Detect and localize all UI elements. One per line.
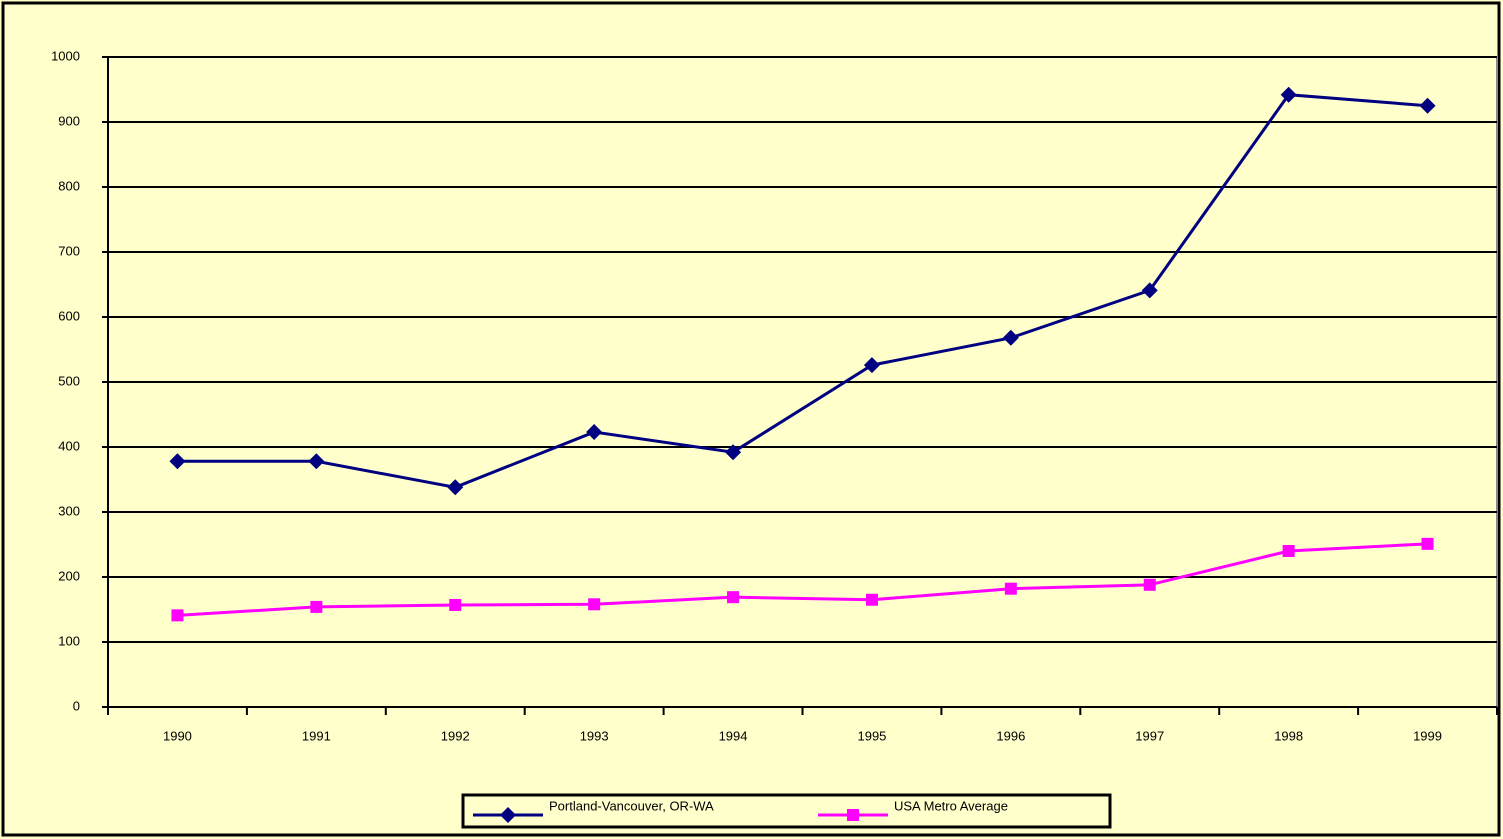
data-point	[1421, 537, 1434, 550]
legend-box	[461, 793, 1112, 829]
x-tick-label: 1992	[441, 728, 470, 743]
legend-marker	[847, 809, 859, 821]
data-point	[727, 591, 740, 604]
y-tick-label: 1000	[51, 48, 80, 63]
y-tick-label: 200	[58, 568, 80, 583]
data-point	[1419, 97, 1436, 114]
data-point	[863, 357, 880, 374]
x-tick-label: 1995	[857, 728, 886, 743]
y-tick-label: 600	[58, 308, 80, 323]
x-tick-label: 1991	[302, 728, 331, 743]
data-point	[171, 609, 184, 622]
legend-marker	[500, 807, 516, 823]
data-point	[1143, 578, 1156, 591]
y-tick-label: 700	[58, 243, 80, 258]
x-tick-label: 1997	[1135, 728, 1164, 743]
data-point	[1141, 282, 1158, 299]
data-point	[588, 598, 601, 611]
legend-label: Portland-Vancouver, OR-WA	[549, 798, 714, 813]
data-point	[1280, 86, 1297, 103]
data-point	[725, 444, 742, 461]
y-tick-label: 300	[58, 503, 80, 518]
y-tick-label: 400	[58, 438, 80, 453]
data-point	[1282, 545, 1295, 557]
data-point	[1002, 329, 1019, 346]
y-tick-label: 100	[58, 633, 80, 648]
x-tick-label: 1999	[1413, 728, 1442, 743]
data-point	[1004, 582, 1017, 595]
series-line	[177, 542, 1428, 617]
data-point	[865, 593, 878, 606]
x-tick-label: 1994	[719, 728, 748, 743]
x-tick-label: 1996	[996, 728, 1025, 743]
y-tick-label: 0	[73, 698, 80, 713]
data-point	[449, 598, 462, 611]
data-point	[310, 600, 323, 613]
x-tick-label: 1990	[163, 728, 192, 743]
y-tick-label: 800	[58, 178, 80, 193]
y-tick-label: 900	[58, 113, 80, 128]
y-tick-label: 500	[58, 373, 80, 388]
x-tick-label: 1998	[1274, 728, 1303, 743]
data-point	[308, 453, 325, 470]
data-point	[169, 453, 186, 470]
data-point	[447, 479, 464, 496]
series-line	[177, 93, 1428, 489]
data-point	[586, 424, 603, 441]
x-tick-label: 1993	[580, 728, 609, 743]
legend-label: USA Metro Average	[894, 798, 1008, 813]
